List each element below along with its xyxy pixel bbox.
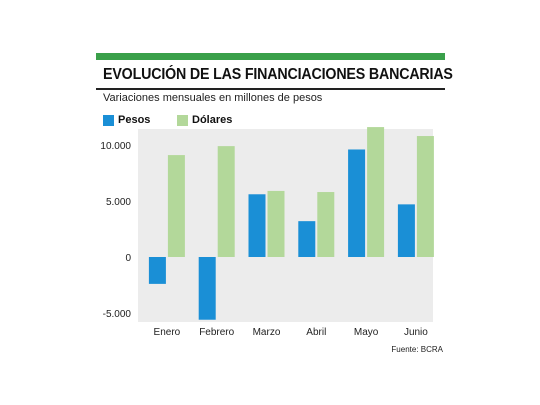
source-note: Fuente: BCRA	[391, 345, 443, 354]
bar-pesos-febrero	[198, 257, 216, 320]
bar-dlares-junio	[416, 136, 434, 257]
bar-dlares-enero	[167, 155, 185, 257]
x-tick-label: Abril	[306, 327, 326, 338]
title-underline	[96, 88, 445, 90]
y-tick-label: 10.000	[100, 141, 131, 152]
bar-pesos-abril	[298, 221, 316, 257]
x-tick-label: Mayo	[354, 327, 379, 338]
chart-subtitle: Variaciones mensuales en millones de pes…	[103, 92, 323, 104]
bar-pesos-mayo	[348, 149, 366, 257]
bar-dlares-mayo	[367, 127, 385, 257]
legend-label-pesos: Pesos	[118, 114, 151, 126]
bar-pesos-junio	[397, 204, 415, 257]
bar-pesos-marzo	[248, 194, 266, 257]
x-tick-label: Febrero	[199, 327, 234, 338]
legend-item-dolares: Dólares	[177, 114, 232, 126]
title-accent-bar	[96, 53, 445, 60]
chart-title: EVOLUCIÓN DE LAS FINANCIACIONES BANCARIA…	[103, 66, 453, 83]
bar-dlares-marzo	[267, 190, 285, 257]
bar-pesos-enero	[148, 257, 166, 284]
legend-label-dolares: Dólares	[192, 114, 233, 126]
y-tick-label: -5.000	[103, 309, 132, 320]
y-tick-label: 5.000	[106, 197, 131, 208]
bar-dlares-abril	[317, 192, 335, 257]
y-tick-label: 0	[125, 253, 131, 264]
x-tick-label: Enero	[154, 327, 181, 338]
legend-item-pesos: Pesos	[103, 114, 150, 126]
x-tick-label: Junio	[404, 327, 428, 338]
legend-swatch-pesos	[103, 114, 114, 126]
bar-dlares-febrero	[217, 146, 235, 257]
x-tick-label: Marzo	[253, 327, 281, 338]
legend-swatch-dolares	[177, 114, 188, 126]
